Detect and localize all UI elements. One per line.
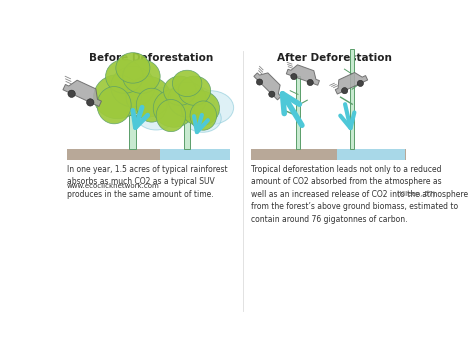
Ellipse shape: [136, 101, 176, 130]
Ellipse shape: [190, 101, 217, 130]
Ellipse shape: [153, 89, 194, 127]
Ellipse shape: [181, 91, 219, 126]
Text: After Deforestation: After Deforestation: [277, 53, 392, 63]
Ellipse shape: [187, 91, 234, 125]
Bar: [129, 115, 137, 149]
Circle shape: [68, 90, 75, 97]
Ellipse shape: [123, 84, 166, 115]
Bar: [251, 149, 406, 160]
Ellipse shape: [123, 59, 160, 93]
Polygon shape: [254, 73, 281, 100]
Circle shape: [269, 91, 275, 97]
Polygon shape: [63, 80, 101, 106]
Bar: [160, 149, 230, 160]
Ellipse shape: [94, 75, 141, 119]
Ellipse shape: [116, 53, 150, 83]
Ellipse shape: [184, 105, 221, 132]
Circle shape: [87, 99, 94, 106]
Ellipse shape: [97, 87, 131, 124]
Bar: [296, 76, 300, 149]
Ellipse shape: [156, 100, 186, 132]
Bar: [184, 120, 190, 149]
Circle shape: [307, 79, 313, 86]
Text: www.ecoclicknetwork.com: www.ecoclicknetwork.com: [67, 183, 160, 189]
Ellipse shape: [141, 88, 187, 121]
Circle shape: [291, 73, 297, 80]
Ellipse shape: [111, 66, 155, 107]
Circle shape: [342, 88, 348, 94]
Text: In one year, 1.5 acres of typical rainforest
absorbs as much CO2 as a typical SU: In one year, 1.5 acres of typical rainfo…: [67, 165, 228, 199]
Bar: [67, 149, 230, 160]
Ellipse shape: [126, 76, 170, 117]
Polygon shape: [335, 72, 368, 94]
Bar: [337, 149, 405, 160]
Polygon shape: [286, 65, 319, 85]
Ellipse shape: [137, 88, 167, 122]
Text: (Kileen, 57): (Kileen, 57): [395, 191, 435, 197]
Bar: [350, 49, 354, 149]
Text: Tropical deforestation leads not only to a reduced
amount of CO2 absorbed from t: Tropical deforestation leads not only to…: [251, 165, 469, 224]
Ellipse shape: [173, 86, 214, 117]
Circle shape: [256, 79, 263, 85]
Circle shape: [357, 80, 364, 87]
Ellipse shape: [168, 82, 206, 117]
Ellipse shape: [173, 70, 202, 97]
Ellipse shape: [106, 59, 143, 93]
Text: Before Deforestation: Before Deforestation: [89, 53, 213, 63]
Ellipse shape: [178, 76, 210, 105]
Ellipse shape: [164, 76, 196, 105]
